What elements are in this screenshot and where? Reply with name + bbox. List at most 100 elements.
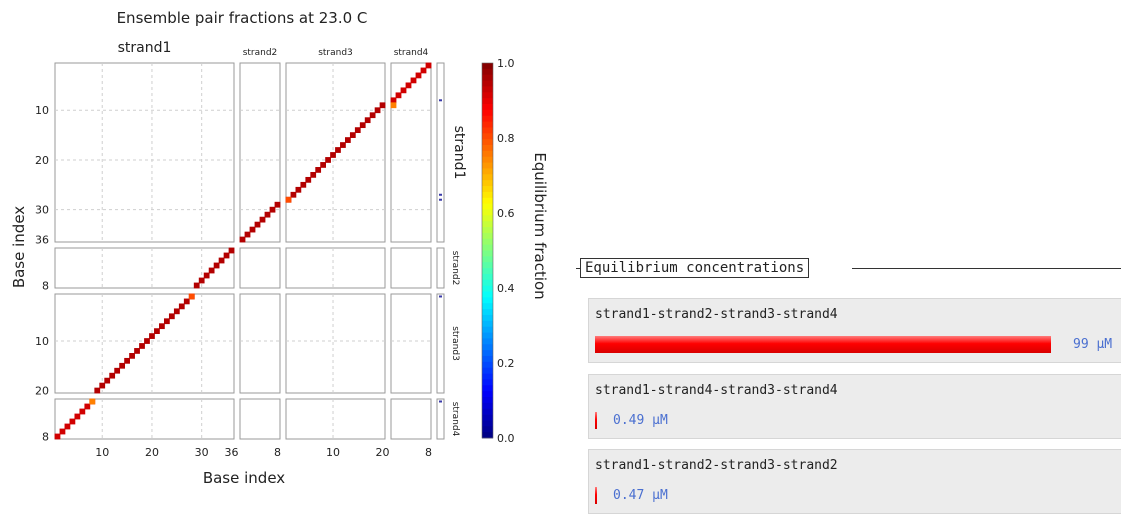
colorbar-segment (482, 145, 493, 152)
concentration-card: strand1-strand2-strand3-strand2 0.47 µM (588, 449, 1121, 514)
colorbar-segment (482, 396, 493, 404)
colorbar-segment (482, 68, 493, 76)
colorbar-segment (482, 361, 493, 369)
complex-name: strand1-strand2-strand3-strand4 (595, 307, 838, 322)
colorbar-segment (482, 355, 493, 363)
pair-cell (89, 398, 96, 405)
pair-cell (114, 367, 121, 374)
colorbar-segment (482, 385, 493, 392)
concentrations-divider (852, 268, 1121, 269)
pair-cell (405, 82, 412, 89)
colorbar-segment (482, 426, 493, 433)
colorbar-segment (482, 63, 493, 70)
colorbar-segment (482, 86, 493, 93)
concentrations-divider-left (576, 268, 580, 269)
complex-name: strand1-strand4-strand3-strand4 (595, 383, 838, 398)
pair-cell (420, 67, 427, 74)
pair-cell (154, 328, 160, 334)
colorbar-segment (482, 350, 493, 357)
pair-cell (129, 353, 135, 359)
colorbar-segment (482, 133, 493, 140)
colorbar: 0.0 0.2 0.4 0.6 0.8 1.0 (481, 57, 515, 445)
y-tick-label: 30 (35, 204, 49, 217)
colorbar-segment (482, 244, 493, 251)
strand-label-right: strand1 (451, 126, 467, 180)
colorbar-segment (482, 256, 493, 263)
pair-cell (345, 137, 351, 143)
pair-cell (239, 236, 246, 243)
pair-cell (223, 252, 230, 259)
colorbar-segment (482, 320, 493, 328)
colorbar-tick-label: 1.0 (497, 57, 515, 70)
colorbar-segment (482, 402, 493, 410)
colorbar-segment (482, 279, 493, 287)
pair-cell (79, 408, 86, 415)
colorbar-segment (482, 338, 493, 345)
concentration-unit: µM (652, 488, 668, 503)
y-tick-label: 36 (35, 234, 49, 247)
colorbar-segment (482, 156, 493, 164)
y-tick-label: 20 (35, 385, 49, 398)
unpaired-marker (439, 193, 442, 196)
colorbar-segment (482, 227, 493, 234)
pair-cell (395, 92, 402, 99)
x-tick-label: 36 (225, 446, 239, 459)
colorbar-segment (482, 408, 493, 415)
concentration-unit: µM (652, 413, 668, 428)
colorbar-segment (482, 92, 493, 99)
heatmap-panel (54, 62, 235, 243)
pair-cell (134, 348, 140, 354)
strand-label-top: strand2 (243, 48, 278, 58)
pair-cell (290, 191, 297, 198)
pair-cell (335, 147, 341, 153)
pair-cell (124, 357, 130, 364)
colorbar-segment (482, 197, 493, 205)
colorbar-segment (482, 314, 493, 322)
colorbar-segment (482, 191, 493, 199)
colorbar-tick-label: 0.4 (497, 282, 515, 295)
y-tick-label: 8 (42, 280, 49, 293)
heatmap-panel (239, 293, 281, 394)
pair-cell (144, 338, 150, 344)
colorbar-segment (482, 174, 493, 181)
colorbar-segment (482, 432, 493, 439)
pair-cell (159, 323, 165, 330)
tick-labels: 10 10 20 20 30 30 36 36 strand1 strand1 8 8 strand2 s… (35, 40, 467, 459)
concentration-value: 99 µM (1073, 337, 1112, 352)
pair-cell (149, 333, 155, 339)
unpaired-strip (436, 293, 445, 394)
colorbar-tick-label: 0.2 (497, 357, 515, 370)
colorbar-segment (482, 420, 493, 427)
colorbar-segment (482, 273, 493, 281)
x-tick-label: 10 (95, 446, 109, 459)
colorbar-segment (482, 414, 493, 421)
pair-cell (244, 231, 251, 238)
pair-fraction-plot: Ensemble pair fractions at 23.0 C Base i… (10, 9, 549, 487)
y-tick-label: 10 (35, 104, 49, 117)
pair-cell (264, 211, 271, 218)
concentration-bar (595, 412, 597, 429)
pair-cell (325, 157, 331, 163)
colorbar-segment (482, 215, 493, 222)
colorbar-segment (482, 221, 493, 228)
colorbar-label: Equilibrium fraction (531, 152, 549, 299)
colorbar-segment (482, 232, 493, 240)
colorbar-segment (482, 238, 493, 246)
pair-cell (64, 423, 71, 430)
pair-cell (168, 313, 175, 320)
colorbar-segment (482, 297, 493, 304)
pair-cell (59, 428, 66, 435)
unpaired-strip (436, 398, 445, 440)
pair-cell (340, 142, 346, 148)
pair-cell (315, 167, 322, 173)
pair-cell (173, 308, 180, 315)
unpaired-marker (439, 99, 442, 102)
pair-cell (228, 247, 235, 254)
heatmap-panel (390, 62, 432, 243)
pair-cell (193, 282, 200, 289)
y-tick-label: 10 (35, 335, 49, 348)
colorbar-segment (482, 250, 493, 257)
pair-cell (139, 343, 145, 349)
y-axis-label: Base index (10, 206, 28, 288)
colorbar-segment (482, 332, 493, 339)
